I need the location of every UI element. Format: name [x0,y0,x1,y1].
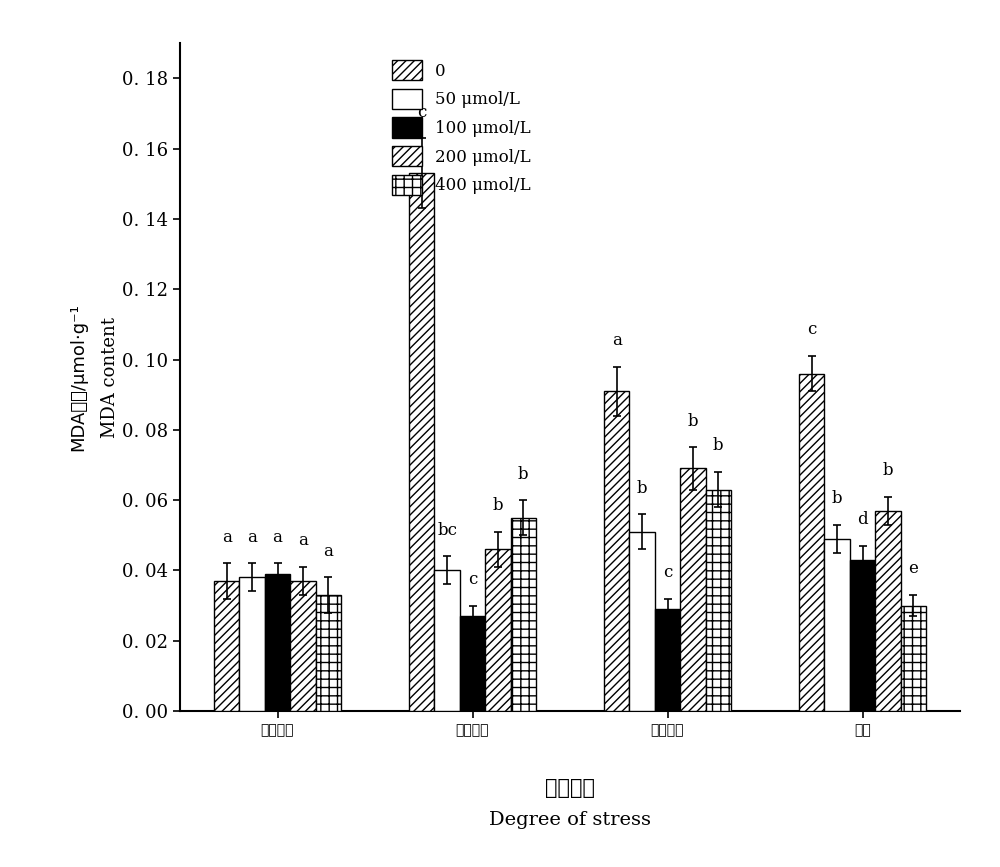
Bar [265,574,290,711]
Bar [850,560,875,711]
Text: bc: bc [437,522,457,538]
Bar [485,550,511,711]
Text: c: c [468,571,477,588]
Bar [604,391,629,711]
Bar [875,511,901,711]
Bar [214,581,239,711]
Bar [316,595,341,711]
Text: a: a [323,543,333,560]
Text: MDA content: MDA content [101,316,119,438]
Bar [239,577,265,711]
Bar [680,468,706,711]
Text: b: b [832,490,842,507]
Bar [434,570,460,711]
Text: a: a [222,529,232,546]
Text: e: e [908,560,918,577]
Text: b: b [518,466,529,483]
Bar [706,490,731,711]
Text: Degree of stress: Degree of stress [489,812,651,829]
Text: b: b [883,462,893,479]
Text: b: b [688,413,698,430]
Text: MDA含量/μmol·g⁻¹: MDA含量/μmol·g⁻¹ [70,303,88,451]
Bar [511,518,536,711]
Text: a: a [612,332,622,349]
Bar [409,173,434,711]
Text: c: c [807,322,816,338]
Bar [655,609,680,711]
Legend: 0, 50 μmol/L, 100 μmol/L, 200 μmol/L, 400 μmol/L: 0, 50 μmol/L, 100 μmol/L, 200 μmol/L, 40… [383,52,539,204]
Text: b: b [493,497,503,514]
Text: 胁迫程度: 胁迫程度 [545,778,595,798]
Text: c: c [663,564,672,581]
Bar [799,374,824,711]
Text: c: c [417,104,426,121]
Bar [290,581,316,711]
Bar [629,531,655,711]
Text: a: a [298,532,308,550]
Text: a: a [273,529,282,546]
Text: a: a [247,529,257,546]
Text: d: d [857,512,868,528]
Text: b: b [713,438,724,454]
Bar [901,605,926,711]
Bar [460,616,485,711]
Bar [824,538,850,711]
Text: b: b [637,479,647,497]
